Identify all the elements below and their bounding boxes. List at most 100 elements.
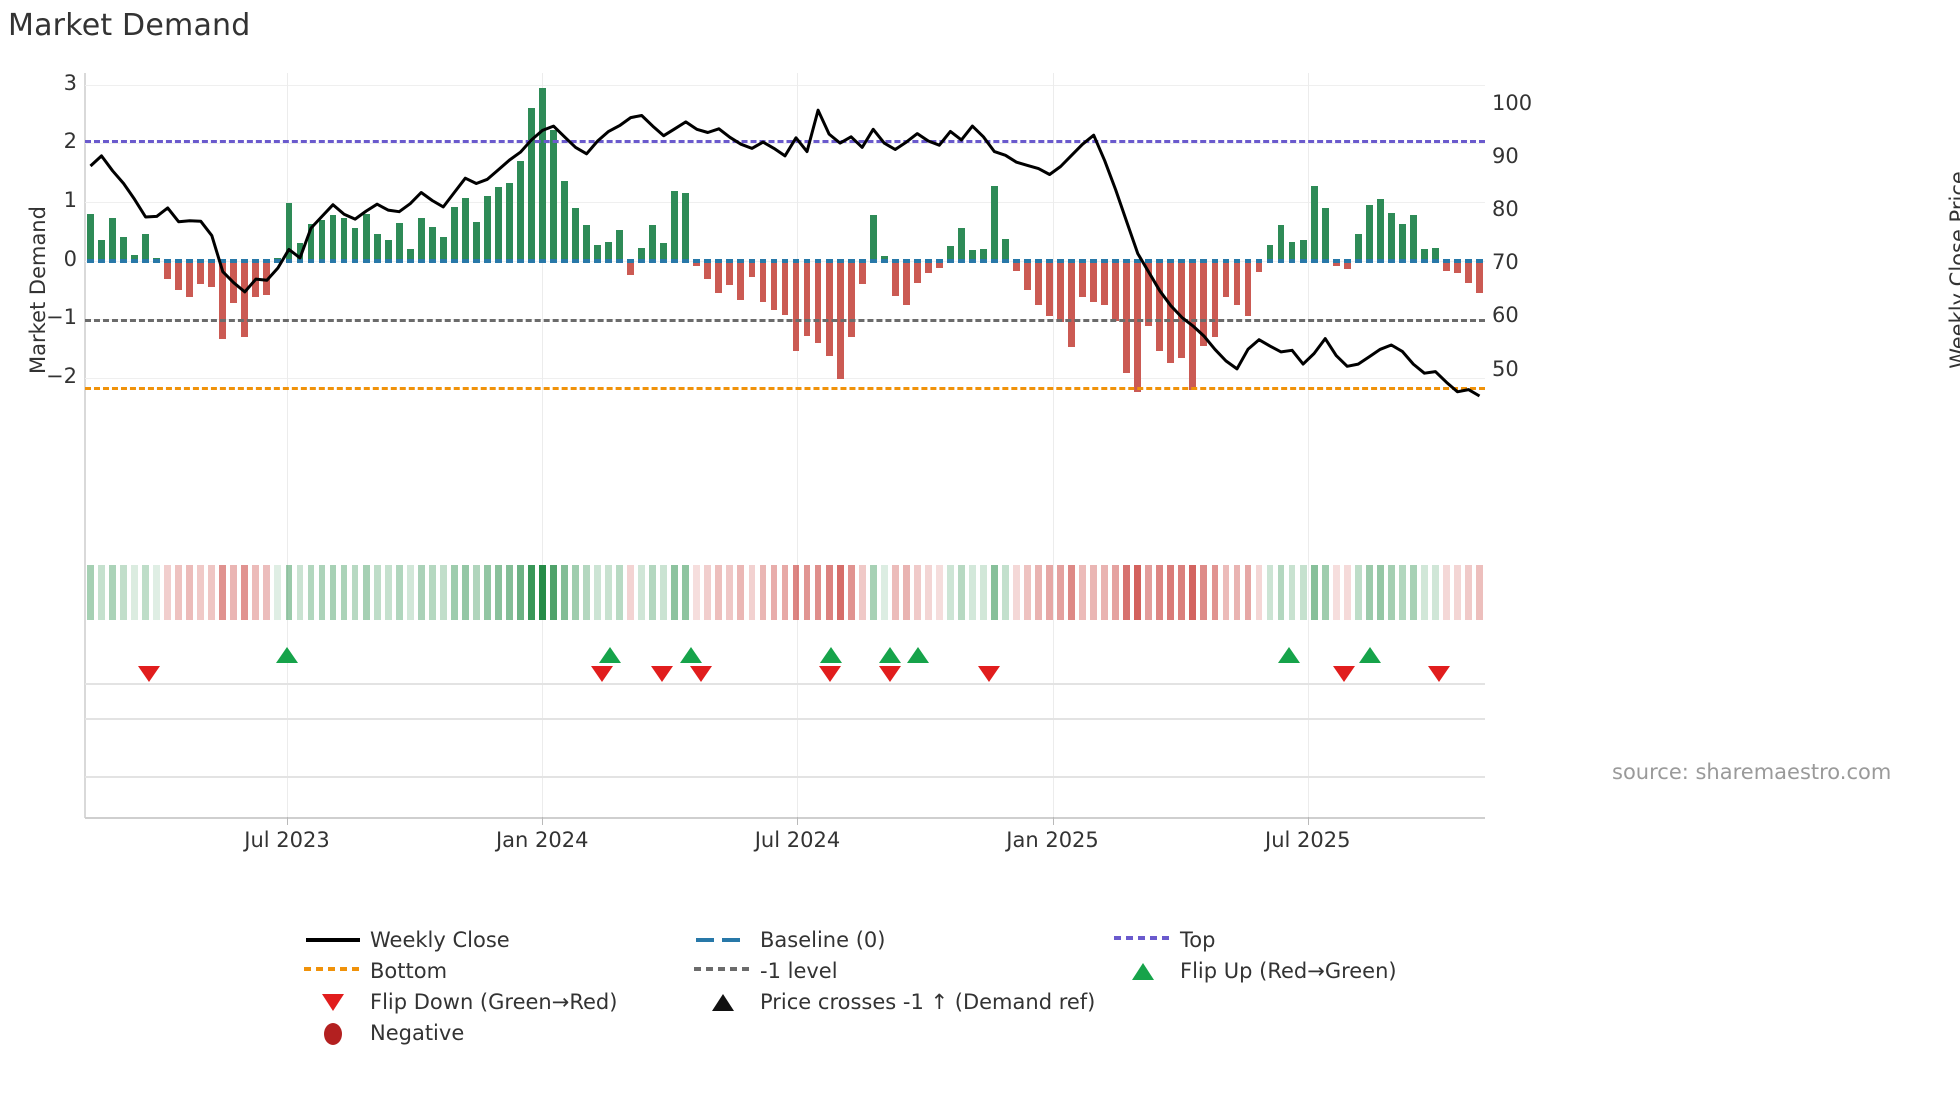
baseline-mark — [550, 258, 557, 263]
baseline-mark — [935, 258, 943, 263]
gridline-y — [85, 143, 1485, 145]
legend-label: Flip Up (Red→Green) — [1180, 959, 1397, 983]
heatmap-cell — [252, 565, 260, 620]
heatmap-cell — [505, 565, 513, 620]
demand-bar — [164, 260, 172, 280]
demand-bar — [351, 228, 359, 261]
demand-bar — [660, 243, 668, 261]
baseline-mark — [1299, 258, 1307, 263]
demand-bar — [219, 260, 227, 339]
heatmap-cell — [1443, 565, 1450, 620]
demand-bar — [1035, 260, 1042, 305]
baseline-mark — [715, 258, 723, 263]
baseline-mark — [1465, 258, 1472, 263]
baseline-mark — [1409, 258, 1417, 263]
demand-bar — [935, 260, 943, 268]
legend-label: -1 level — [760, 959, 838, 983]
x-axis-tick-mark — [1307, 817, 1309, 825]
baseline-mark — [274, 258, 282, 263]
demand-bar — [991, 185, 998, 261]
legend-label: Weekly Close — [370, 928, 510, 952]
flip-up-marker — [680, 647, 703, 663]
heatmap-cell — [417, 565, 425, 620]
heatmap-cell — [406, 565, 414, 620]
baseline-mark — [869, 258, 877, 263]
heatmap-cell — [1288, 565, 1296, 620]
y2-axis-tick-label: 50 — [1492, 356, 1519, 381]
baseline-mark — [450, 258, 458, 263]
demand-bar — [120, 236, 127, 261]
demand-bar — [439, 236, 447, 261]
baseline-mark — [1310, 258, 1318, 263]
demand-bar — [1244, 260, 1252, 317]
baseline-mark — [208, 258, 216, 263]
minus-one-reference-line — [85, 319, 1485, 323]
heatmap-cell — [307, 565, 315, 620]
baseline-mark — [649, 258, 657, 263]
baseline-mark — [373, 258, 381, 263]
baseline-mark — [1420, 258, 1428, 263]
demand-bar — [494, 187, 502, 261]
dot-segment — [340, 967, 347, 971]
heatmap-cell — [1079, 565, 1087, 620]
heatmap-cell — [1431, 565, 1439, 620]
demand-bar — [483, 196, 491, 261]
heatmap-cell — [1343, 565, 1351, 620]
y-axis-right-label: Weekly Close Price — [1946, 171, 1960, 369]
demand-bar — [1002, 238, 1009, 261]
heatmap-cell — [1409, 565, 1417, 620]
demand-bar — [395, 223, 403, 261]
demand-bar — [307, 224, 315, 261]
line-swatch — [306, 938, 360, 942]
demand-bar — [340, 218, 348, 261]
flip-up-marker — [1278, 647, 1300, 663]
demand-bar — [693, 260, 701, 267]
heatmap-cell — [1156, 565, 1164, 620]
gridline-y — [85, 377, 1485, 379]
baseline-mark — [285, 258, 293, 263]
baseline-mark — [505, 258, 513, 263]
demand-bar — [417, 217, 425, 261]
demand-bar — [1123, 260, 1131, 374]
baseline-mark — [1024, 258, 1031, 263]
heatmap-cell — [450, 565, 458, 620]
demand-bar — [913, 260, 921, 283]
demand-bar — [98, 240, 105, 261]
heatmap-cell — [649, 565, 657, 620]
demand-bar — [362, 213, 370, 261]
circle-icon — [324, 1023, 342, 1045]
heatmap-cell — [550, 565, 557, 620]
baseline-mark — [483, 258, 491, 263]
demand-bar — [1409, 214, 1417, 261]
baseline-mark — [902, 258, 910, 263]
baseline-mark — [1288, 258, 1296, 263]
baseline-mark — [583, 258, 590, 263]
heatmap-cell — [120, 565, 127, 620]
heatmap-cell — [704, 565, 712, 620]
baseline-mark — [946, 258, 954, 263]
demand-bar — [1079, 260, 1087, 297]
dot-segment — [1138, 936, 1145, 940]
demand-bar — [384, 240, 392, 261]
dashed-line-icon — [690, 925, 752, 955]
heatmap-cell — [605, 565, 613, 620]
demand-bar — [1332, 260, 1340, 267]
heatmap-cell — [528, 565, 535, 620]
x-axis-tick-label: Jan 2025 — [1006, 828, 1099, 852]
y2-axis-tick-label: 60 — [1492, 303, 1519, 328]
gridline-y — [85, 84, 1485, 86]
heatmap-cell — [1365, 565, 1373, 620]
demand-bar — [241, 260, 249, 337]
demand-bar — [1167, 260, 1175, 363]
baseline-mark — [726, 258, 734, 263]
dot-segment — [742, 967, 749, 971]
baseline-mark — [120, 258, 127, 263]
heatmap-cell — [517, 565, 524, 620]
demand-bar — [539, 87, 546, 261]
heatmap-cell — [913, 565, 921, 620]
demand-bar — [759, 260, 767, 302]
heatmap-cell — [803, 565, 811, 620]
x-axis-tick-mark — [797, 817, 799, 825]
demand-bar — [902, 260, 910, 305]
demand-bar — [373, 234, 381, 261]
